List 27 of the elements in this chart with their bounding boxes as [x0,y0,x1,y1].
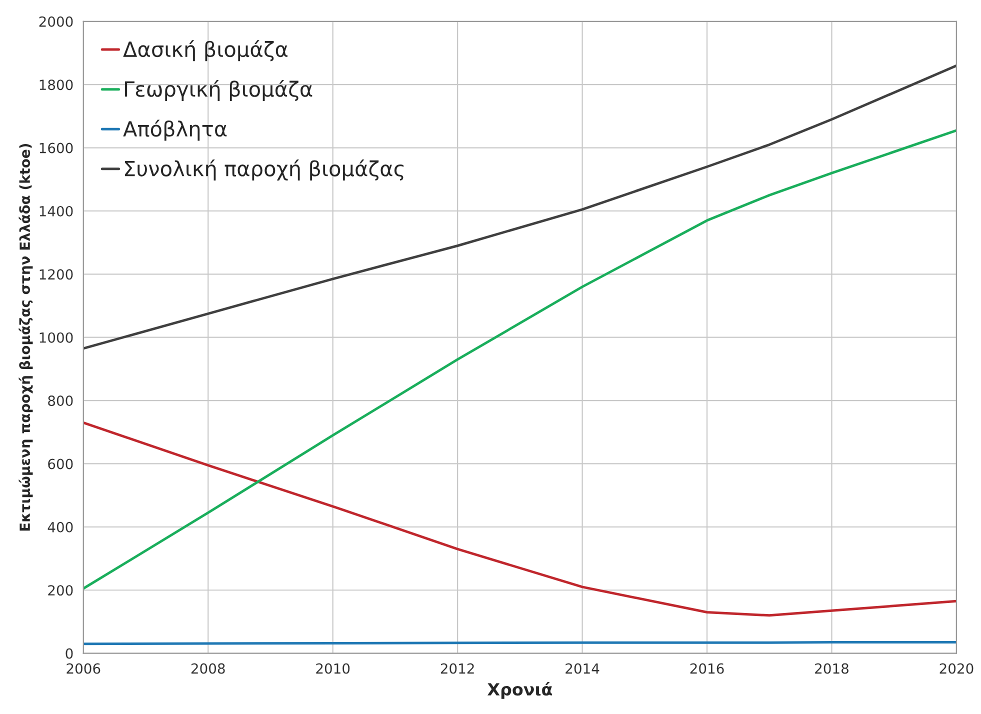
y-tick-label: 1400 [40,206,73,216]
legend-label: Γεωργική βιομάζα [125,80,312,101]
y-tick-label: 800 [48,396,73,406]
x-tick-label: 2020 [940,663,974,674]
y-tick-label: 1200 [40,269,73,280]
x-tick-label: 2014 [566,663,600,674]
y-tick-label: 600 [48,458,73,470]
x-tick-label: 2010 [316,663,350,674]
x-axis-title: Χρονιά [487,682,552,699]
y-tick-label: 400 [48,522,73,532]
y-tick-label: 1000 [40,332,73,343]
y-tick-label: 0 [66,648,73,659]
x-tick-label: 2016 [690,663,724,674]
x-tick-label: 2008 [191,663,225,674]
legend-label: Συνολική παροχή βιομάζας [125,159,404,181]
legend-label: Απόβλητα [123,120,227,141]
x-tick-label: 2018 [815,663,848,674]
x-tick-label: 2012 [440,663,474,674]
y-tick-label: 200 [48,585,73,596]
legend-label: Δασική βιομάζα [123,40,288,62]
y-tick-label: 2000 [39,16,73,27]
line-series [83,64,956,350]
x-tick-label: 2006 [66,663,100,674]
y-tick-label: 1800 [40,80,73,90]
y-axis-title: Εκτιμώμενη παροχή βιομάζας στην Ελλάδα (ktoe) [18,144,33,531]
line-series [83,421,956,617]
y-tick-label: 1600 [40,142,73,154]
